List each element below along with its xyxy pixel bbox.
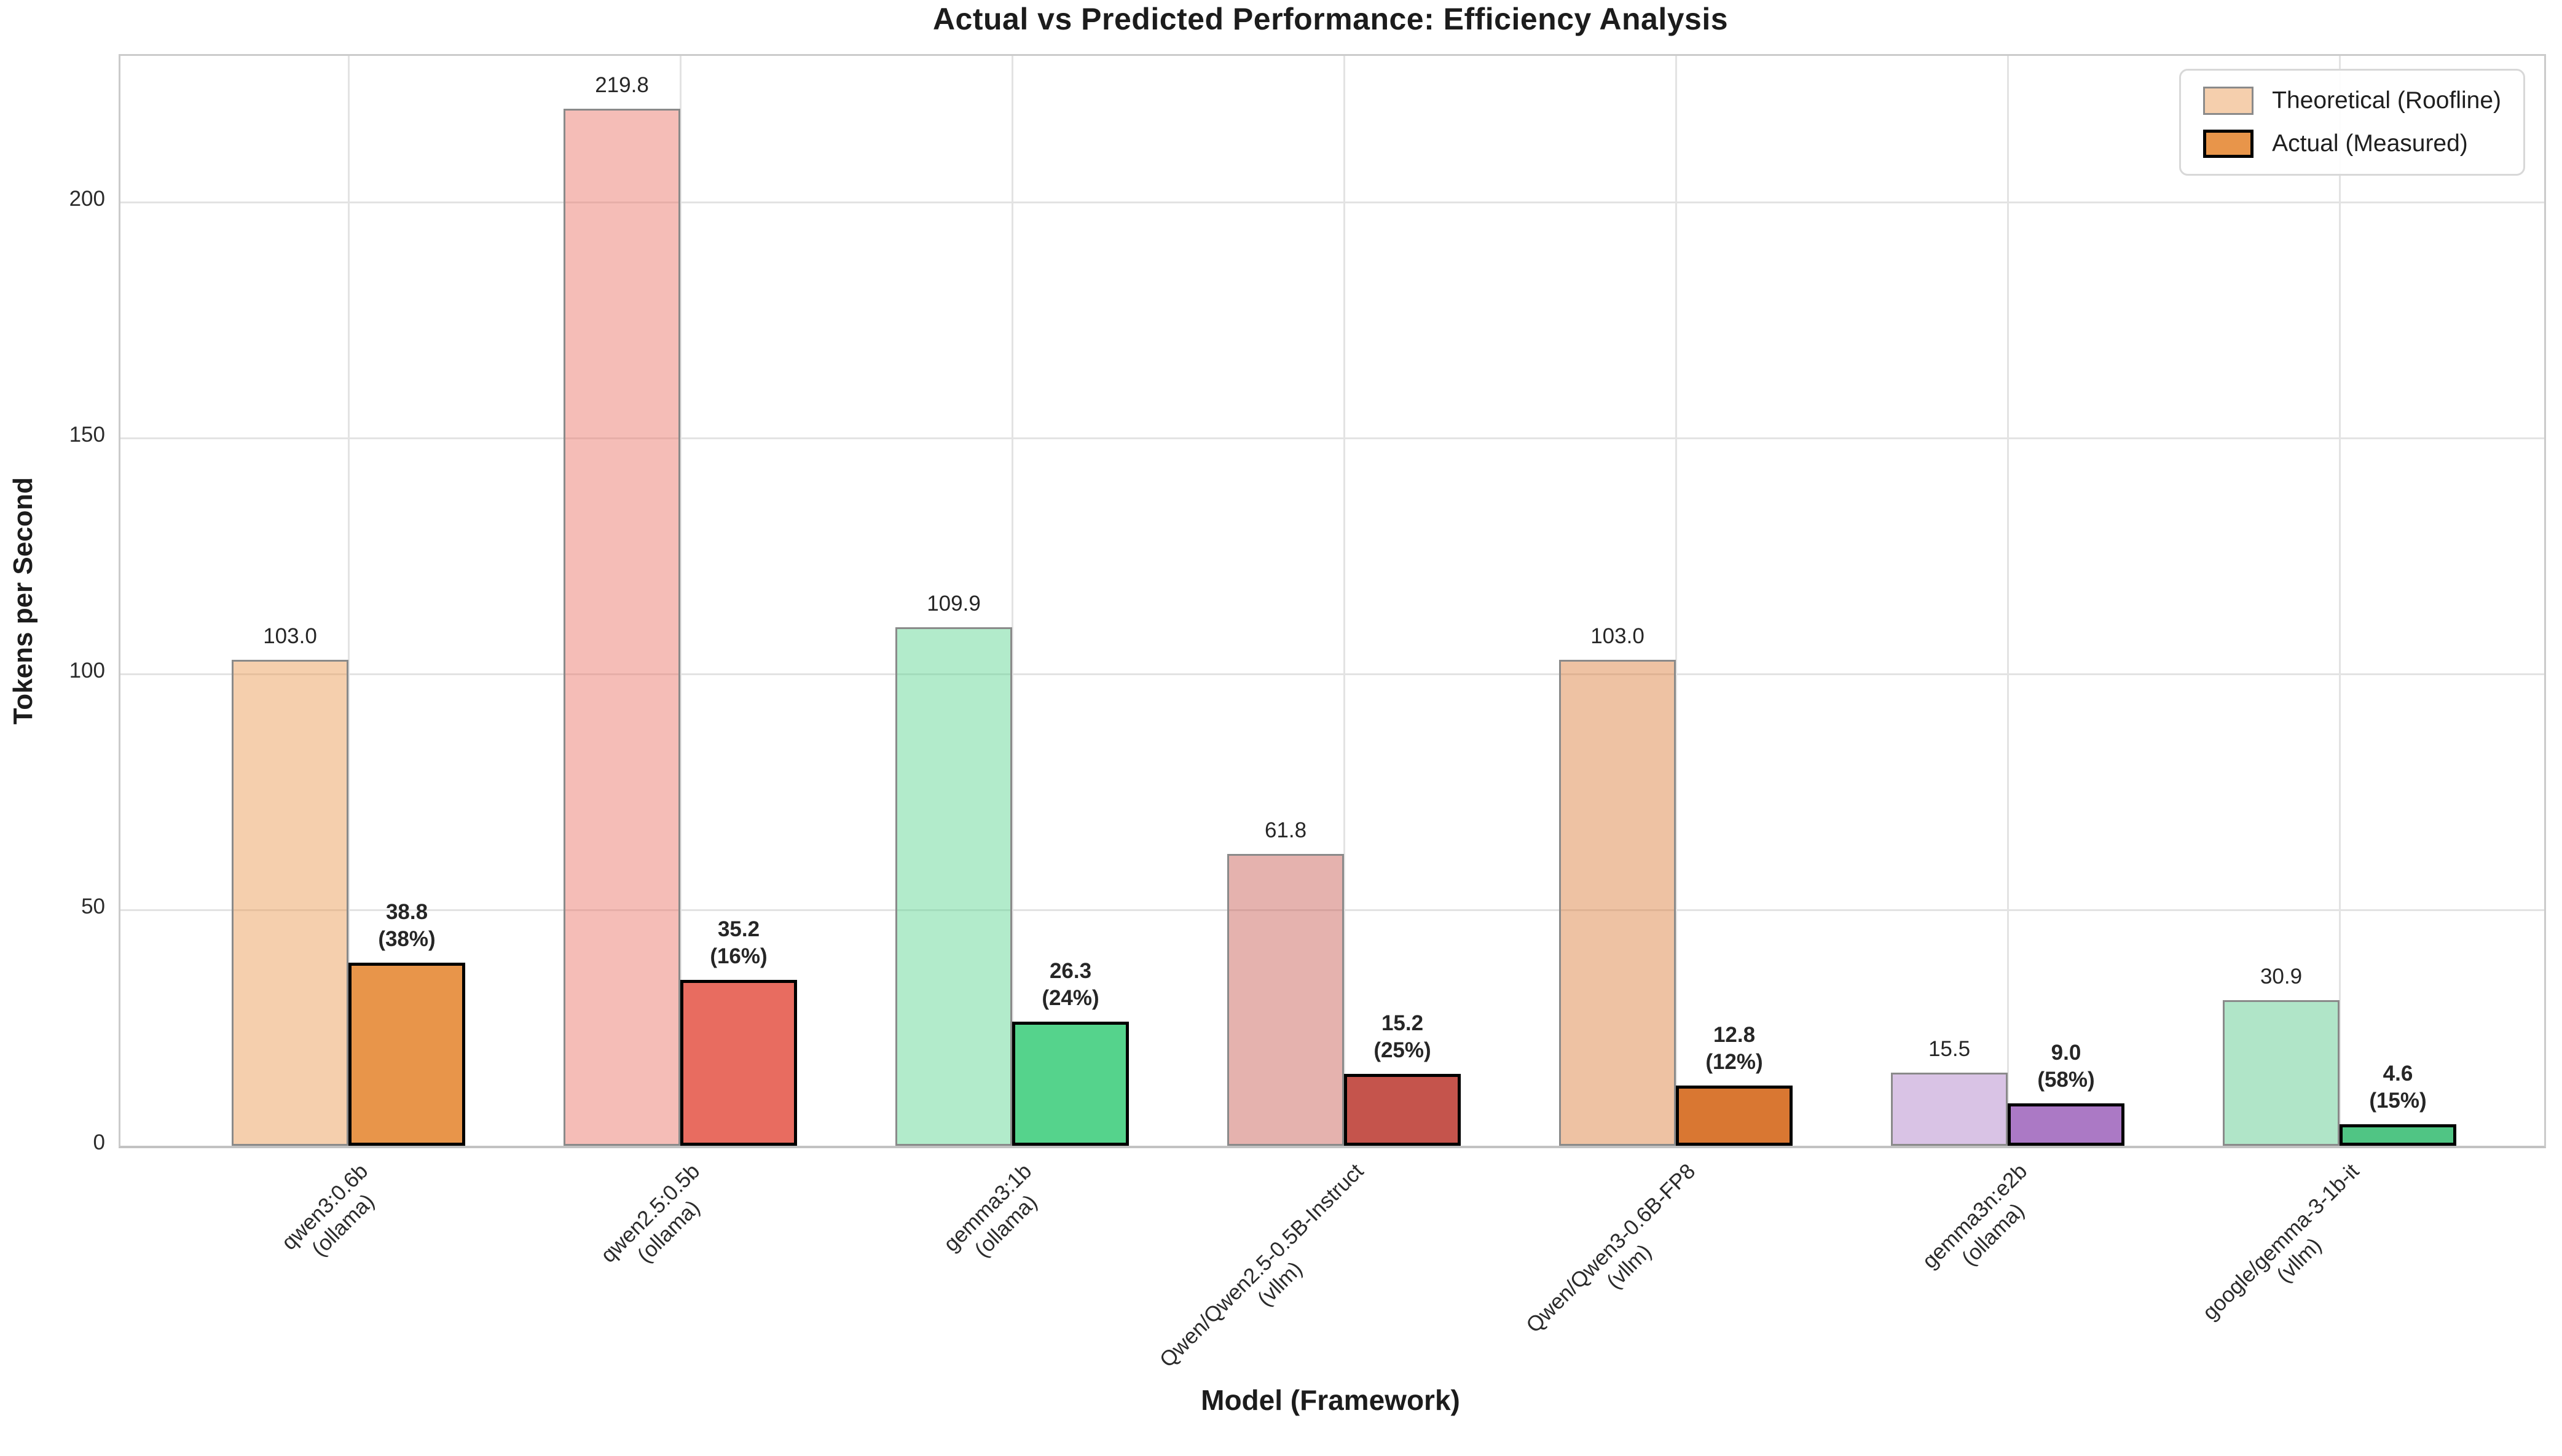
bar-value-label: 109.9 <box>927 592 981 616</box>
bar-value-label: 219.8 <box>595 73 649 97</box>
y-tick-label: 50 <box>81 894 105 919</box>
legend: Theoretical (Roofline) Actual (Measured) <box>2179 69 2525 176</box>
bar-value-label: 35.2 (16%) <box>710 917 768 968</box>
bar-value-label: 38.8 (38%) <box>378 900 436 952</box>
bar-actual <box>1676 1085 1793 1146</box>
x-tick-label: gemma3n:e2b (ollama) <box>1917 1159 2032 1274</box>
y-tick-label: 200 <box>69 187 105 211</box>
x-tick-label: Qwen/Qwen3-0.6B-FP8 (vllm) <box>1521 1159 1700 1338</box>
y-tick-label: 100 <box>69 659 105 683</box>
legend-swatch-actual <box>2203 130 2254 158</box>
chart-title: Actual vs Predicted Performance: Efficie… <box>932 2 1729 36</box>
plot-area: 103.0 219.8 109.9 61.8 103.0 15.5 30.9 38.8 (38… <box>119 54 2546 1148</box>
bar-value-label: 15.5 <box>1928 1036 1971 1061</box>
bar-theoretical <box>1227 854 1344 1146</box>
bar-value-label: 61.8 <box>1264 818 1307 843</box>
bar-theoretical <box>564 109 680 1146</box>
x-tick-label: gemma3:1b (ollama) <box>939 1159 1042 1262</box>
bar-value-label: 103.0 <box>1590 624 1644 648</box>
bar-value-label: 4.6 (15%) <box>2369 1061 2427 1113</box>
bar-theoretical <box>232 659 348 1146</box>
bar-value-label: 15.2 (25%) <box>1373 1011 1431 1063</box>
x-tick-label: google/gemma-3-1b-it (vllm) <box>2198 1159 2364 1325</box>
gridline-vertical <box>1012 56 1013 1146</box>
bar-theoretical <box>1891 1072 2008 1146</box>
y-tick-label: 150 <box>69 423 105 447</box>
gridline-horizontal <box>120 909 2544 912</box>
x-tick-label: Qwen/Qwen2.5-0.5B-Instruct (vllm) <box>1155 1159 1369 1372</box>
bar-actual <box>2008 1103 2124 1146</box>
bar-actual <box>680 979 797 1146</box>
y-tick-label: 0 <box>93 1130 105 1154</box>
gridline-vertical <box>2339 56 2341 1146</box>
gridline-vertical <box>1675 56 1677 1146</box>
bar-actual <box>1344 1074 1461 1146</box>
gridline-vertical <box>2007 56 2009 1146</box>
legend-label: Actual (Measured) <box>2272 130 2468 157</box>
gridline-horizontal <box>120 202 2544 204</box>
bar-value-label: 9.0 (58%) <box>2037 1040 2095 1092</box>
legend-label: Theoretical (Roofline) <box>2272 87 2501 114</box>
legend-row: Theoretical (Roofline) <box>2203 87 2501 115</box>
bar-theoretical <box>2223 1000 2340 1146</box>
y-axis-label: Tokens per Second <box>8 477 38 725</box>
gridline-horizontal <box>120 673 2544 676</box>
bar-theoretical <box>895 627 1012 1146</box>
bar-value-label: 30.9 <box>2260 964 2303 988</box>
x-axis-label: Model (Framework) <box>1201 1384 1460 1416</box>
legend-swatch-theoretical <box>2203 87 2254 115</box>
legend-row: Actual (Measured) <box>2203 130 2501 158</box>
bar-actual <box>2340 1124 2456 1146</box>
x-tick-label: qwen3:0.6b (ollama) <box>277 1159 379 1261</box>
bar-actual <box>1012 1022 1129 1146</box>
bar-value-label: 12.8 (12%) <box>1705 1022 1763 1074</box>
gridline-horizontal <box>120 437 2544 440</box>
bar-value-label: 103.0 <box>263 624 317 648</box>
x-tick-label: qwen2.5:0.5b (ollama) <box>596 1159 705 1267</box>
bar-actual <box>348 963 465 1146</box>
bar-theoretical <box>1559 659 1676 1146</box>
gridline-vertical <box>348 56 350 1146</box>
bar-value-label: 26.3 (24%) <box>1042 959 1099 1011</box>
gridline-vertical <box>680 56 682 1146</box>
gridline-vertical <box>1343 56 1345 1146</box>
